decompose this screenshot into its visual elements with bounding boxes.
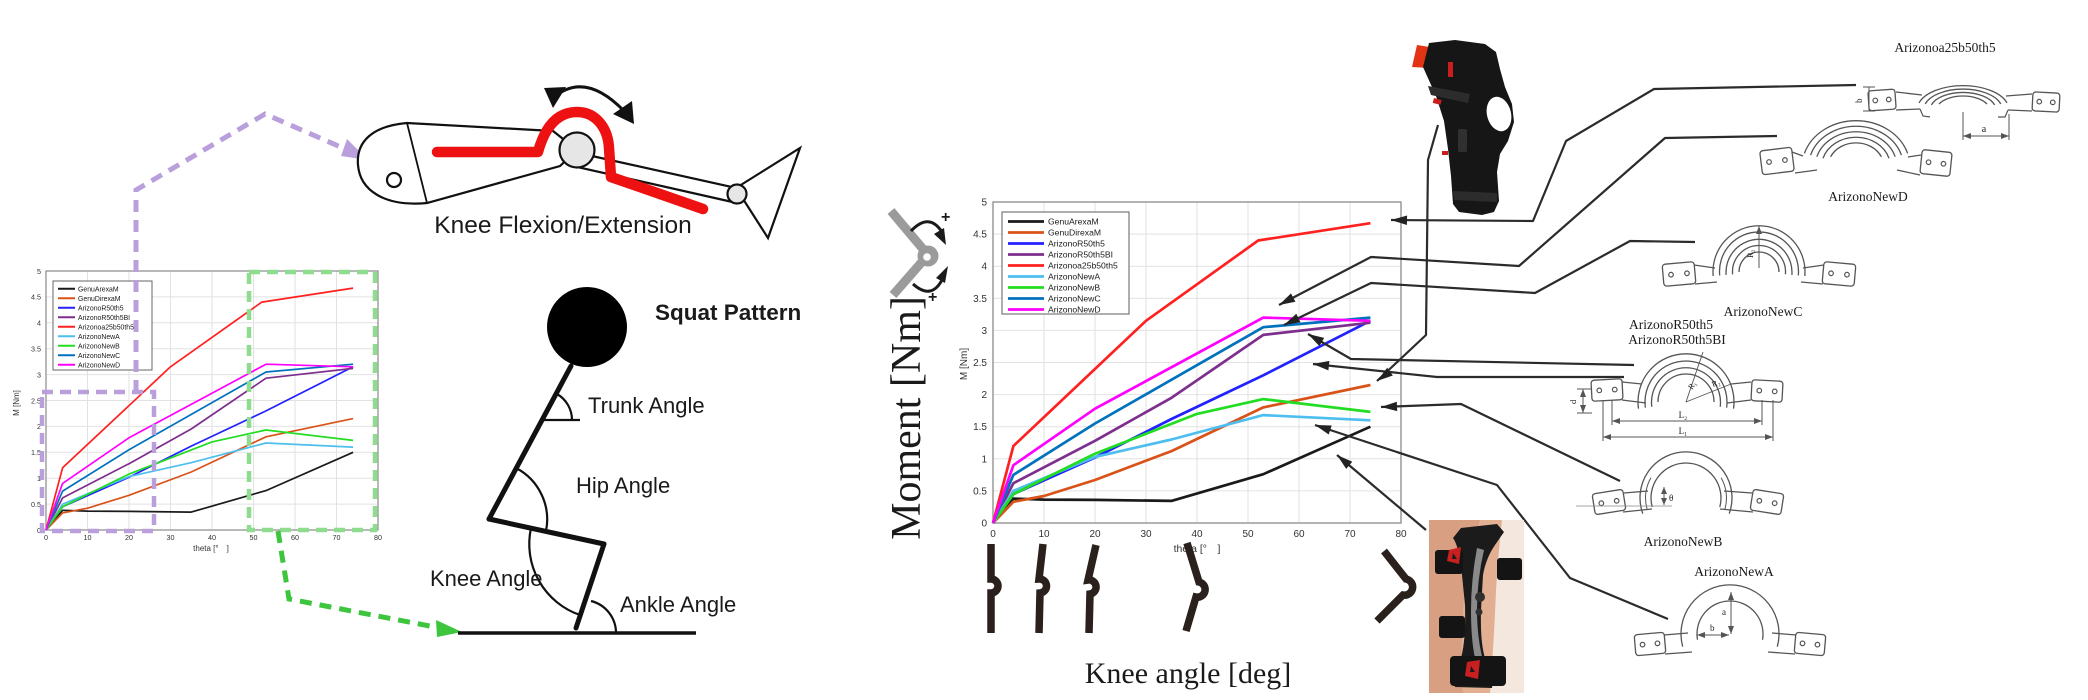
svg-text:80: 80: [374, 533, 382, 542]
svg-text:2: 2: [981, 390, 987, 401]
svg-text:1: 1: [981, 454, 987, 465]
svg-text:0: 0: [44, 533, 48, 542]
svg-text:ArizonoR50th5: ArizonoR50th5: [1629, 317, 1713, 332]
svg-text:ArizonoR50th5BI: ArizonoR50th5BI: [1628, 332, 1726, 347]
svg-text:Arizonoa25b50th5: Arizonoa25b50th5: [1048, 261, 1118, 271]
svg-text:ArizonoR50th5: ArizonoR50th5: [1048, 239, 1105, 249]
svg-text:ArizonoNewB: ArizonoNewB: [1048, 283, 1100, 293]
svg-text:ArizonoNewD: ArizonoNewD: [1828, 189, 1908, 204]
svg-text:b: b: [1854, 98, 1864, 103]
svg-text:R₂: R₂: [1711, 378, 1722, 389]
svg-text:70: 70: [333, 533, 341, 542]
svg-text:GenuDirexaM: GenuDirexaM: [1048, 228, 1101, 238]
svg-text:d: d: [1568, 399, 1578, 404]
svg-text:Knee angle [deg]: Knee angle [deg]: [1085, 657, 1292, 690]
svg-text:theta [° ]: theta [° ]: [193, 544, 229, 553]
svg-text:Arizonoa25b50th5: Arizonoa25b50th5: [1894, 40, 1995, 55]
svg-text:b: b: [1710, 623, 1715, 633]
svg-text:ArizonoNewD: ArizonoNewD: [1048, 305, 1101, 315]
svg-text:ArizonoNewA: ArizonoNewA: [1048, 272, 1100, 282]
svg-text:0: 0: [981, 519, 987, 530]
svg-text:70: 70: [1344, 529, 1356, 540]
svg-text:30: 30: [167, 533, 175, 542]
svg-text:10: 10: [84, 533, 92, 542]
svg-text:R₁: R₁: [1686, 379, 1698, 391]
svg-text:ArizonoNewA: ArizonoNewA: [1694, 564, 1774, 579]
svg-text:Knee Flexion/Extension: Knee Flexion/Extension: [434, 212, 691, 239]
svg-text:20: 20: [125, 533, 133, 542]
svg-text:Squat Pattern: Squat Pattern: [655, 300, 801, 325]
svg-text:80: 80: [1395, 529, 1407, 540]
svg-text:0.5: 0.5: [973, 486, 987, 497]
svg-text:Moment [Nm]: Moment [Nm]: [884, 296, 930, 540]
svg-text:θ: θ: [1669, 493, 1673, 503]
svg-text:ArizonoNewD: ArizonoNewD: [78, 362, 120, 369]
svg-text:a: a: [1722, 607, 1726, 617]
svg-text:ArizonoNewC: ArizonoNewC: [1724, 304, 1803, 319]
svg-text:L₂: L₂: [1679, 410, 1688, 420]
svg-text:60: 60: [291, 533, 299, 542]
svg-text:Ankle Angle: Ankle Angle: [620, 592, 736, 617]
svg-text:4.5: 4.5: [31, 293, 41, 302]
svg-text:40: 40: [1191, 529, 1203, 540]
svg-text:L₁: L₁: [1679, 426, 1688, 436]
svg-text:10: 10: [1038, 529, 1050, 540]
svg-text:+: +: [941, 209, 950, 226]
svg-text:40: 40: [208, 533, 216, 542]
svg-text:30: 30: [1140, 529, 1152, 540]
svg-text:2: 2: [37, 422, 41, 431]
svg-text:4.5: 4.5: [973, 230, 987, 241]
svg-text:Trunk Angle: Trunk Angle: [588, 393, 705, 418]
svg-text:0: 0: [37, 526, 41, 535]
svg-text:1: 1: [37, 474, 41, 483]
svg-text:50: 50: [1242, 529, 1254, 540]
svg-text:GenuArexaM: GenuArexaM: [1048, 217, 1099, 227]
svg-text:+: +: [928, 289, 937, 306]
svg-text:M [Nm]: M [Nm]: [12, 390, 21, 416]
svg-text:3.5: 3.5: [31, 345, 41, 354]
svg-text:ArizonoR50th5BI: ArizonoR50th5BI: [1048, 250, 1113, 260]
svg-text:5: 5: [981, 198, 987, 209]
svg-text:a: a: [1982, 124, 1987, 135]
svg-text:M [Nm]: M [Nm]: [959, 348, 970, 380]
svg-text:4: 4: [37, 319, 41, 328]
svg-text:ArizonoR50th5: ArizonoR50th5: [78, 305, 124, 312]
svg-text:0: 0: [990, 529, 996, 540]
svg-text:ArizonoR50th5BI: ArizonoR50th5BI: [78, 315, 130, 322]
svg-text:60: 60: [1293, 529, 1305, 540]
svg-text:GenuArexaM: GenuArexaM: [78, 286, 119, 293]
svg-text:ArizonoNewB: ArizonoNewB: [78, 343, 120, 350]
svg-text:2.5: 2.5: [973, 358, 987, 369]
svg-text:20: 20: [1089, 529, 1101, 540]
svg-text:3.5: 3.5: [973, 294, 987, 305]
svg-text:ArizonoNewA: ArizonoNewA: [78, 334, 120, 341]
svg-text:1.5: 1.5: [31, 448, 41, 457]
svg-text:50: 50: [250, 533, 258, 542]
svg-text:Hip Angle: Hip Angle: [576, 473, 670, 498]
svg-text:ArizonoNewC: ArizonoNewC: [78, 353, 120, 360]
svg-text:Knee Angle: Knee Angle: [430, 566, 543, 591]
svg-text:ArizonoNewC: ArizonoNewC: [1048, 294, 1101, 304]
svg-text:theta [° ]: theta [° ]: [1174, 543, 1221, 555]
svg-text:R₂: R₂: [1745, 249, 1755, 258]
svg-text:3: 3: [981, 326, 987, 337]
svg-text:Arizonoa25b50th5: Arizonoa25b50th5: [78, 324, 134, 331]
svg-text:2.5: 2.5: [31, 396, 41, 405]
svg-text:3: 3: [37, 370, 41, 379]
svg-text:0.5: 0.5: [31, 500, 41, 509]
svg-text:ArizonoNewB: ArizonoNewB: [1644, 534, 1723, 549]
svg-text:GenuDirexaM: GenuDirexaM: [78, 296, 121, 303]
svg-text:1.5: 1.5: [973, 422, 987, 433]
svg-text:5: 5: [37, 267, 41, 276]
svg-text:4: 4: [981, 262, 987, 273]
